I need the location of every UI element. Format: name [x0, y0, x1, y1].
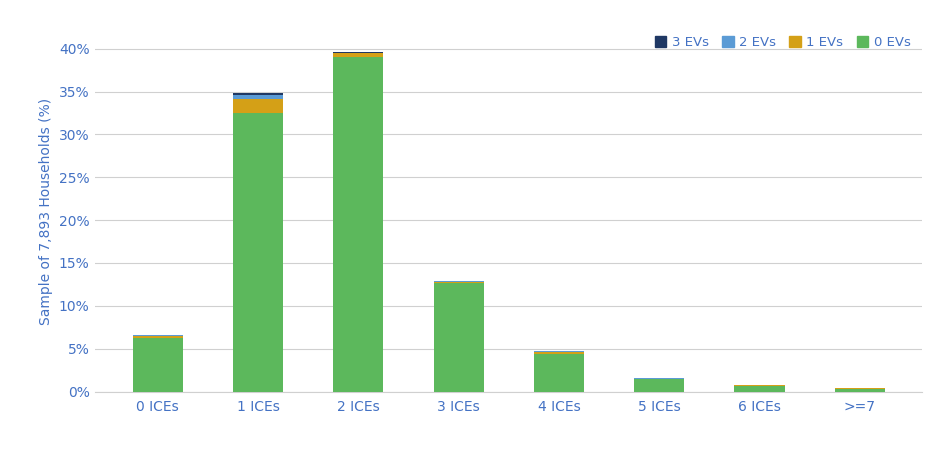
Bar: [434, 283, 484, 392]
Legend: 3 EVs, 2 EVs, 1 EVs, 0 EVs: 3 EVs, 2 EVs, 1 EVs, 0 EVs: [650, 31, 916, 54]
Bar: [634, 379, 685, 392]
Bar: [233, 113, 283, 392]
Bar: [534, 354, 584, 392]
Bar: [133, 338, 183, 392]
Bar: [434, 282, 484, 283]
Bar: [133, 336, 183, 338]
Bar: [233, 99, 283, 113]
Bar: [133, 335, 183, 336]
Bar: [734, 386, 785, 391]
Bar: [333, 54, 383, 57]
Bar: [734, 385, 785, 386]
Bar: [333, 57, 383, 392]
Y-axis label: Sample of 7,893 Households (%): Sample of 7,893 Households (%): [39, 98, 53, 325]
Bar: [233, 95, 283, 99]
Bar: [233, 93, 283, 95]
Bar: [534, 352, 584, 354]
Bar: [333, 53, 383, 54]
Bar: [835, 388, 884, 392]
